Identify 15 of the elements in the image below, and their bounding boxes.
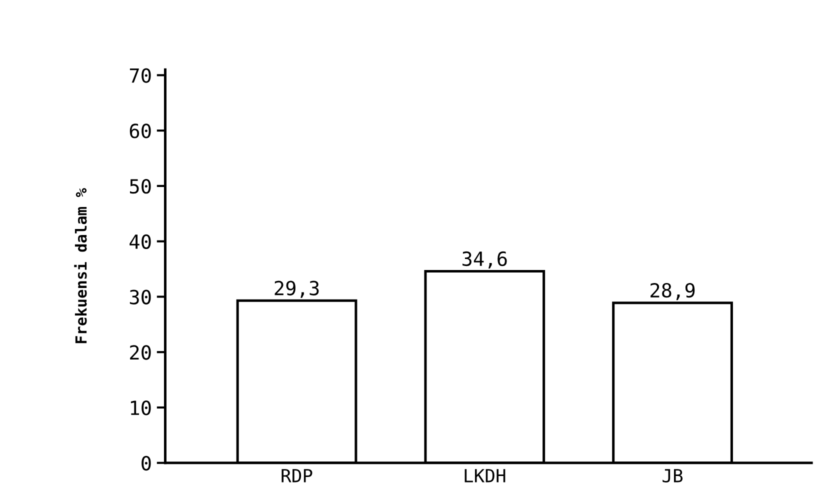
data-label: 34,6: [462, 251, 507, 269]
y-tick-label: 50: [130, 178, 151, 194]
y-tick-label: 10: [130, 400, 151, 416]
y-tick-label: 30: [130, 290, 151, 304]
y-tick-label: 0: [142, 456, 151, 471]
data-label: 29,3: [274, 280, 319, 298]
y-tick-label: 70: [130, 68, 151, 83]
y-axis-title: Frekuensi dalam %: [74, 188, 87, 344]
x-tick-label: JB: [662, 469, 683, 483]
y-tick-label: 40: [130, 234, 151, 250]
x-tick-label: LKDH: [464, 469, 506, 482]
y-tick-label: 20: [130, 345, 151, 360]
data-label: 28,9: [650, 282, 695, 300]
y-tick-label: 60: [130, 124, 151, 138]
x-tick-label: RDP: [282, 469, 312, 482]
